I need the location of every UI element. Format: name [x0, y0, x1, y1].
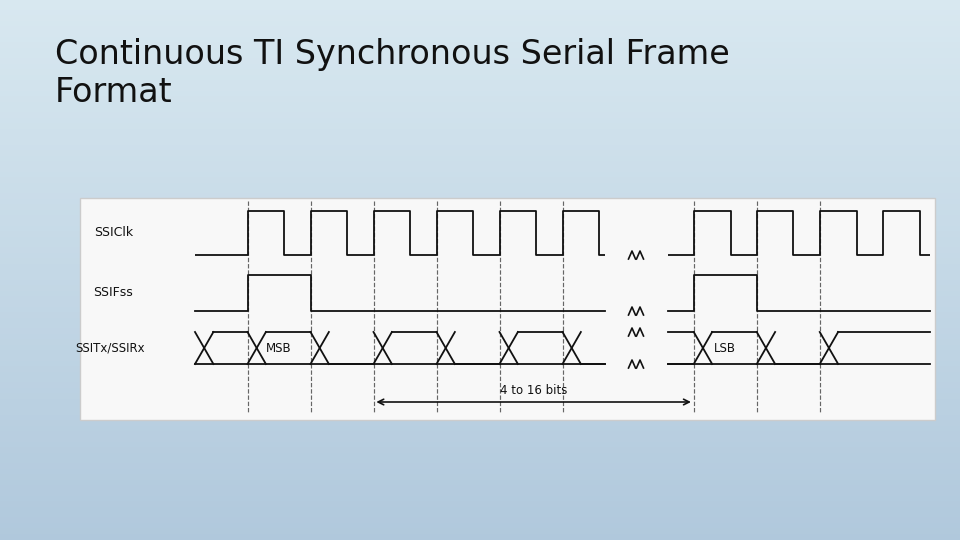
- Text: LSB: LSB: [714, 342, 736, 355]
- Text: Continuous TI Synchronous Serial Frame
Format: Continuous TI Synchronous Serial Frame F…: [55, 38, 730, 109]
- Text: SSIFss: SSIFss: [93, 287, 133, 300]
- Text: SSIClk: SSIClk: [94, 226, 133, 240]
- Text: SSITx/SSIRx: SSITx/SSIRx: [76, 341, 145, 354]
- Text: 4 to 16 bits: 4 to 16 bits: [500, 384, 567, 397]
- Bar: [80, 198, 935, 420]
- Text: MSB: MSB: [266, 342, 292, 355]
